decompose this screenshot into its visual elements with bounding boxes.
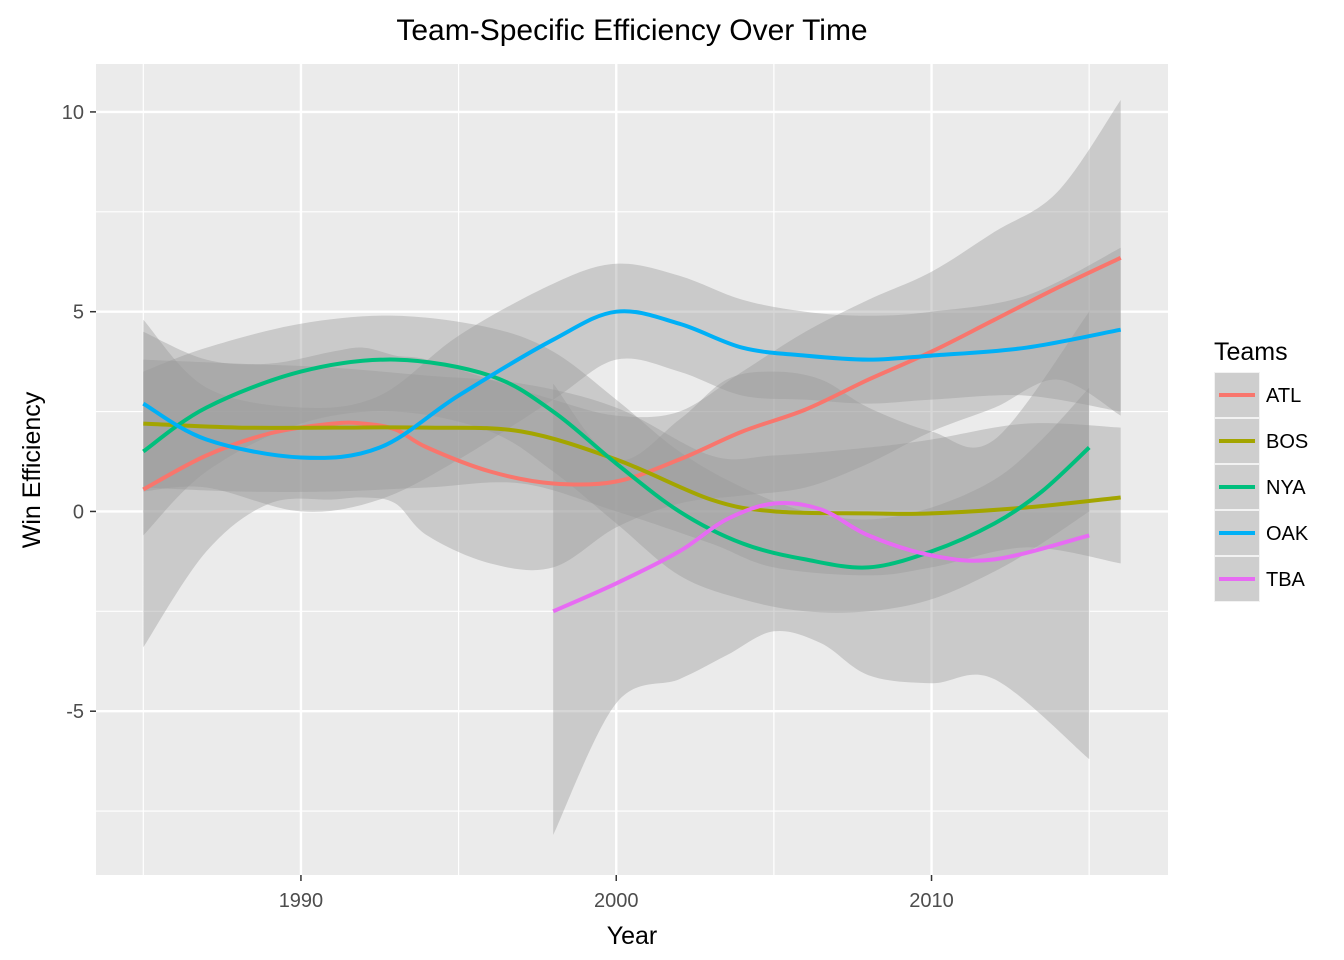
legend: Teams ATL BOS NYA OAK TBA bbox=[1214, 338, 1309, 602]
x-tick-label: 1990 bbox=[279, 890, 324, 912]
series-line-nya bbox=[142, 357, 1091, 570]
series-lines bbox=[142, 255, 1122, 614]
legend-label-atl: ATL bbox=[1266, 385, 1301, 407]
series-line-tba bbox=[552, 500, 1090, 614]
y-axis: -5 0 5 10 bbox=[62, 102, 96, 723]
legend-label-tba: TBA bbox=[1266, 569, 1306, 591]
ribbon-tba bbox=[553, 311, 1090, 835]
legend-label-oak: OAK bbox=[1266, 523, 1309, 545]
x-axis: 1990 2000 2010 bbox=[279, 875, 954, 912]
legend-label-bos: BOS bbox=[1266, 431, 1308, 453]
x-tick-label: 2010 bbox=[909, 890, 954, 912]
y-tick-label: -5 bbox=[66, 701, 84, 723]
legend-label-nya: NYA bbox=[1266, 477, 1306, 499]
y-tick-label: 0 bbox=[73, 501, 84, 523]
series-line-oak bbox=[142, 309, 1122, 460]
y-axis-title: Win Efficiency bbox=[18, 391, 46, 548]
series-line-atl bbox=[142, 255, 1122, 492]
y-tick-label: 5 bbox=[73, 302, 84, 324]
x-axis-title: Year bbox=[607, 922, 658, 950]
plot-panel bbox=[96, 64, 1168, 875]
x-tick-label: 2000 bbox=[594, 890, 639, 912]
y-tick-label: 10 bbox=[62, 102, 84, 124]
series-line-bos bbox=[143, 421, 1121, 516]
legend-keys: ATL BOS NYA OAK TBA bbox=[1214, 372, 1309, 602]
ribbon-atl bbox=[143, 100, 1121, 648]
legend-title: Teams bbox=[1214, 338, 1288, 366]
chart-title: Team-Specific Efficiency Over Time bbox=[396, 14, 867, 47]
minor-gridlines bbox=[96, 64, 1168, 875]
